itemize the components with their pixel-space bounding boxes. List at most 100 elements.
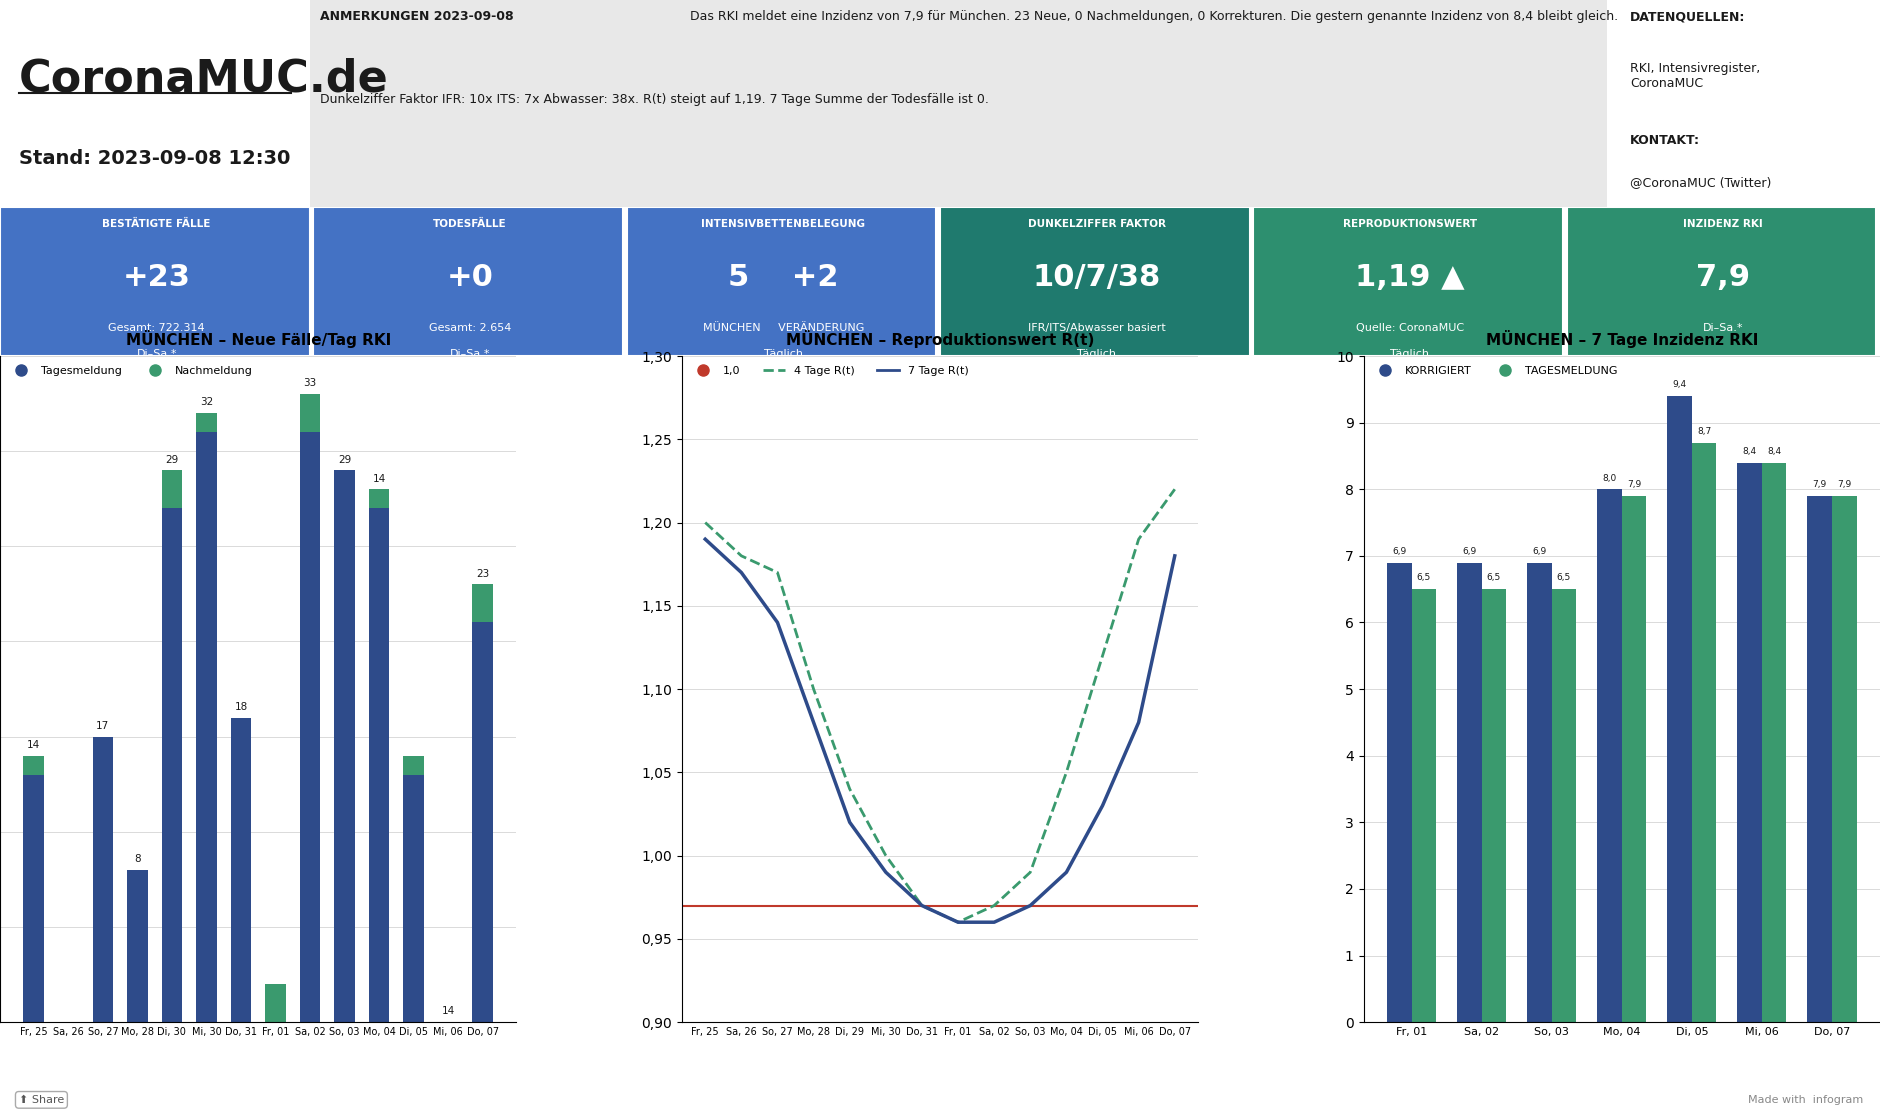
4 Tage R(t)	[803, 683, 825, 696]
7 Tage R(t)	[983, 916, 1006, 929]
Text: BESTÄTIGTE FÄLLE: BESTÄTIGTE FÄLLE	[103, 218, 211, 228]
Bar	[1622, 496, 1647, 1023]
Bar	[1598, 489, 1622, 1023]
Text: 17: 17	[96, 721, 109, 731]
Text: 14: 14	[442, 1006, 455, 1016]
Bar	[402, 774, 425, 1023]
Title: MÜNCHEN – Reproduktionswert R(t): MÜNCHEN – Reproduktionswert R(t)	[786, 330, 1094, 348]
4 Tage R(t)	[948, 916, 970, 929]
4 Tage R(t)	[694, 516, 716, 529]
4 Tage R(t)	[838, 782, 861, 795]
7 Tage R(t)	[874, 866, 897, 879]
Bar	[299, 394, 320, 432]
Bar	[1737, 462, 1762, 1023]
Bar	[1412, 589, 1436, 1023]
Text: Gesamt: 722.314: Gesamt: 722.314	[109, 323, 205, 333]
Legend: Tagesmeldung, Nachmeldung: Tagesmeldung, Nachmeldung	[6, 362, 258, 381]
7 Tage R(t)	[910, 899, 932, 912]
Text: REPRODUKTIONSWERT: REPRODUKTIONSWERT	[1342, 218, 1478, 228]
Text: Di–Sa.*: Di–Sa.*	[449, 349, 491, 359]
Text: MÜNCHEN     VERÄNDERUNG: MÜNCHEN VERÄNDERUNG	[703, 323, 865, 333]
Text: 14: 14	[26, 740, 41, 750]
4 Tage R(t)	[1164, 482, 1186, 496]
7 Tage R(t)	[803, 715, 825, 729]
Text: 6,9: 6,9	[1532, 547, 1547, 556]
4 Tage R(t)	[983, 899, 1006, 912]
Text: 7,9: 7,9	[1812, 480, 1827, 489]
Text: 23: 23	[476, 568, 489, 578]
7 Tage R(t)	[948, 916, 970, 929]
Text: IFR/ITS/Abwasser basiert: IFR/ITS/Abwasser basiert	[1028, 323, 1166, 333]
Text: INZIDENZ RKI: INZIDENZ RKI	[1683, 218, 1763, 228]
Text: 6,5: 6,5	[1418, 574, 1431, 583]
7 Tage R(t)	[1128, 715, 1151, 729]
Legend: 1,0, 4 Tage R(t), 7 Tage R(t): 1,0, 4 Tage R(t), 7 Tage R(t)	[688, 362, 974, 381]
Bar	[472, 623, 493, 1023]
Text: TODESFÄLLE: TODESFÄLLE	[432, 218, 508, 228]
Text: 6,5: 6,5	[1487, 574, 1500, 583]
Text: * RKI Zahlen zu Inzidenz, Fallzahlen, Nachmeldungen und Todesfällen: Dienstag bi: * RKI Zahlen zu Inzidenz, Fallzahlen, Na…	[444, 1061, 1436, 1075]
Line: 7 Tage R(t): 7 Tage R(t)	[705, 539, 1175, 922]
Line: 4 Tage R(t): 4 Tage R(t)	[705, 489, 1175, 922]
Text: ⬆ Share: ⬆ Share	[19, 1095, 64, 1105]
Title: MÜNCHEN – 7 Tage Inzidenz RKI: MÜNCHEN – 7 Tage Inzidenz RKI	[1485, 330, 1758, 348]
Bar	[299, 432, 320, 1023]
Text: 29: 29	[338, 455, 352, 465]
Text: 8,7: 8,7	[1698, 427, 1711, 436]
Text: Made with  infogram: Made with infogram	[1748, 1095, 1863, 1105]
Text: RKI, Intensivregister,
CoronaMUC: RKI, Intensivregister, CoronaMUC	[1630, 62, 1760, 90]
Bar	[402, 755, 425, 774]
Bar	[1668, 395, 1692, 1023]
Text: Dunkelziffer Faktor IFR: 10x ITS: 7x Abwasser: 38x. R(t) steigt auf 1,19. 7 Tage: Dunkelziffer Faktor IFR: 10x ITS: 7x Abw…	[320, 94, 989, 106]
Text: +0: +0	[447, 263, 493, 293]
Bar	[1527, 563, 1551, 1023]
4 Tage R(t)	[767, 566, 790, 579]
Text: 6,9: 6,9	[1391, 547, 1406, 556]
4 Tage R(t)	[1090, 649, 1113, 663]
Bar	[92, 736, 113, 1023]
Bar	[128, 870, 149, 1023]
FancyBboxPatch shape	[940, 207, 1250, 356]
Text: 9,4: 9,4	[1673, 380, 1686, 389]
Text: Di–Sa.*: Di–Sa.*	[137, 349, 177, 359]
Bar	[1387, 563, 1412, 1023]
Text: Das RKI meldet eine Inzidenz von 7,9 für München. 23 Neue, 0 Nachmeldungen, 0 Ko: Das RKI meldet eine Inzidenz von 7,9 für…	[686, 10, 1619, 23]
Text: 1,19 ▲: 1,19 ▲	[1355, 263, 1465, 293]
Bar	[368, 508, 389, 1023]
Bar	[1692, 442, 1716, 1023]
Bar	[1807, 496, 1831, 1023]
Bar	[1551, 589, 1575, 1023]
Text: +23: +23	[122, 263, 190, 293]
Text: 8,4: 8,4	[1767, 447, 1780, 456]
Text: @CoronaMUC (Twitter): @CoronaMUC (Twitter)	[1630, 176, 1771, 188]
7 Tage R(t)	[1019, 899, 1042, 912]
4 Tage R(t)	[910, 899, 932, 912]
Text: 10/7/38: 10/7/38	[1032, 263, 1160, 293]
4 Tage R(t)	[1128, 532, 1151, 546]
Text: 7,9: 7,9	[1696, 263, 1750, 293]
FancyBboxPatch shape	[310, 0, 1607, 207]
Text: 7,9: 7,9	[1626, 480, 1641, 489]
Bar	[472, 585, 493, 623]
Bar	[1457, 563, 1481, 1023]
FancyBboxPatch shape	[1566, 207, 1876, 356]
Text: 6,5: 6,5	[1557, 574, 1572, 583]
Bar	[1831, 496, 1857, 1023]
7 Tage R(t)	[729, 566, 752, 579]
Text: Täglich: Täglich	[1077, 349, 1117, 359]
Text: 18: 18	[235, 702, 248, 712]
7 Tage R(t)	[1090, 799, 1113, 812]
Bar	[23, 774, 45, 1023]
Text: INTENSIVBETTENBELEGUNG: INTENSIVBETTENBELEGUNG	[701, 218, 865, 228]
Text: 8,0: 8,0	[1602, 473, 1617, 482]
FancyBboxPatch shape	[0, 207, 310, 356]
Bar	[1481, 589, 1506, 1023]
Text: Stand: 2023-09-08 12:30: Stand: 2023-09-08 12:30	[19, 149, 290, 168]
7 Tage R(t)	[767, 616, 790, 629]
4 Tage R(t)	[874, 849, 897, 862]
7 Tage R(t)	[694, 532, 716, 546]
Text: 7,9: 7,9	[1837, 480, 1852, 489]
4 Tage R(t)	[1019, 866, 1042, 879]
Text: Täglich: Täglich	[1391, 349, 1429, 359]
Text: Di–Sa.*: Di–Sa.*	[1703, 323, 1743, 333]
